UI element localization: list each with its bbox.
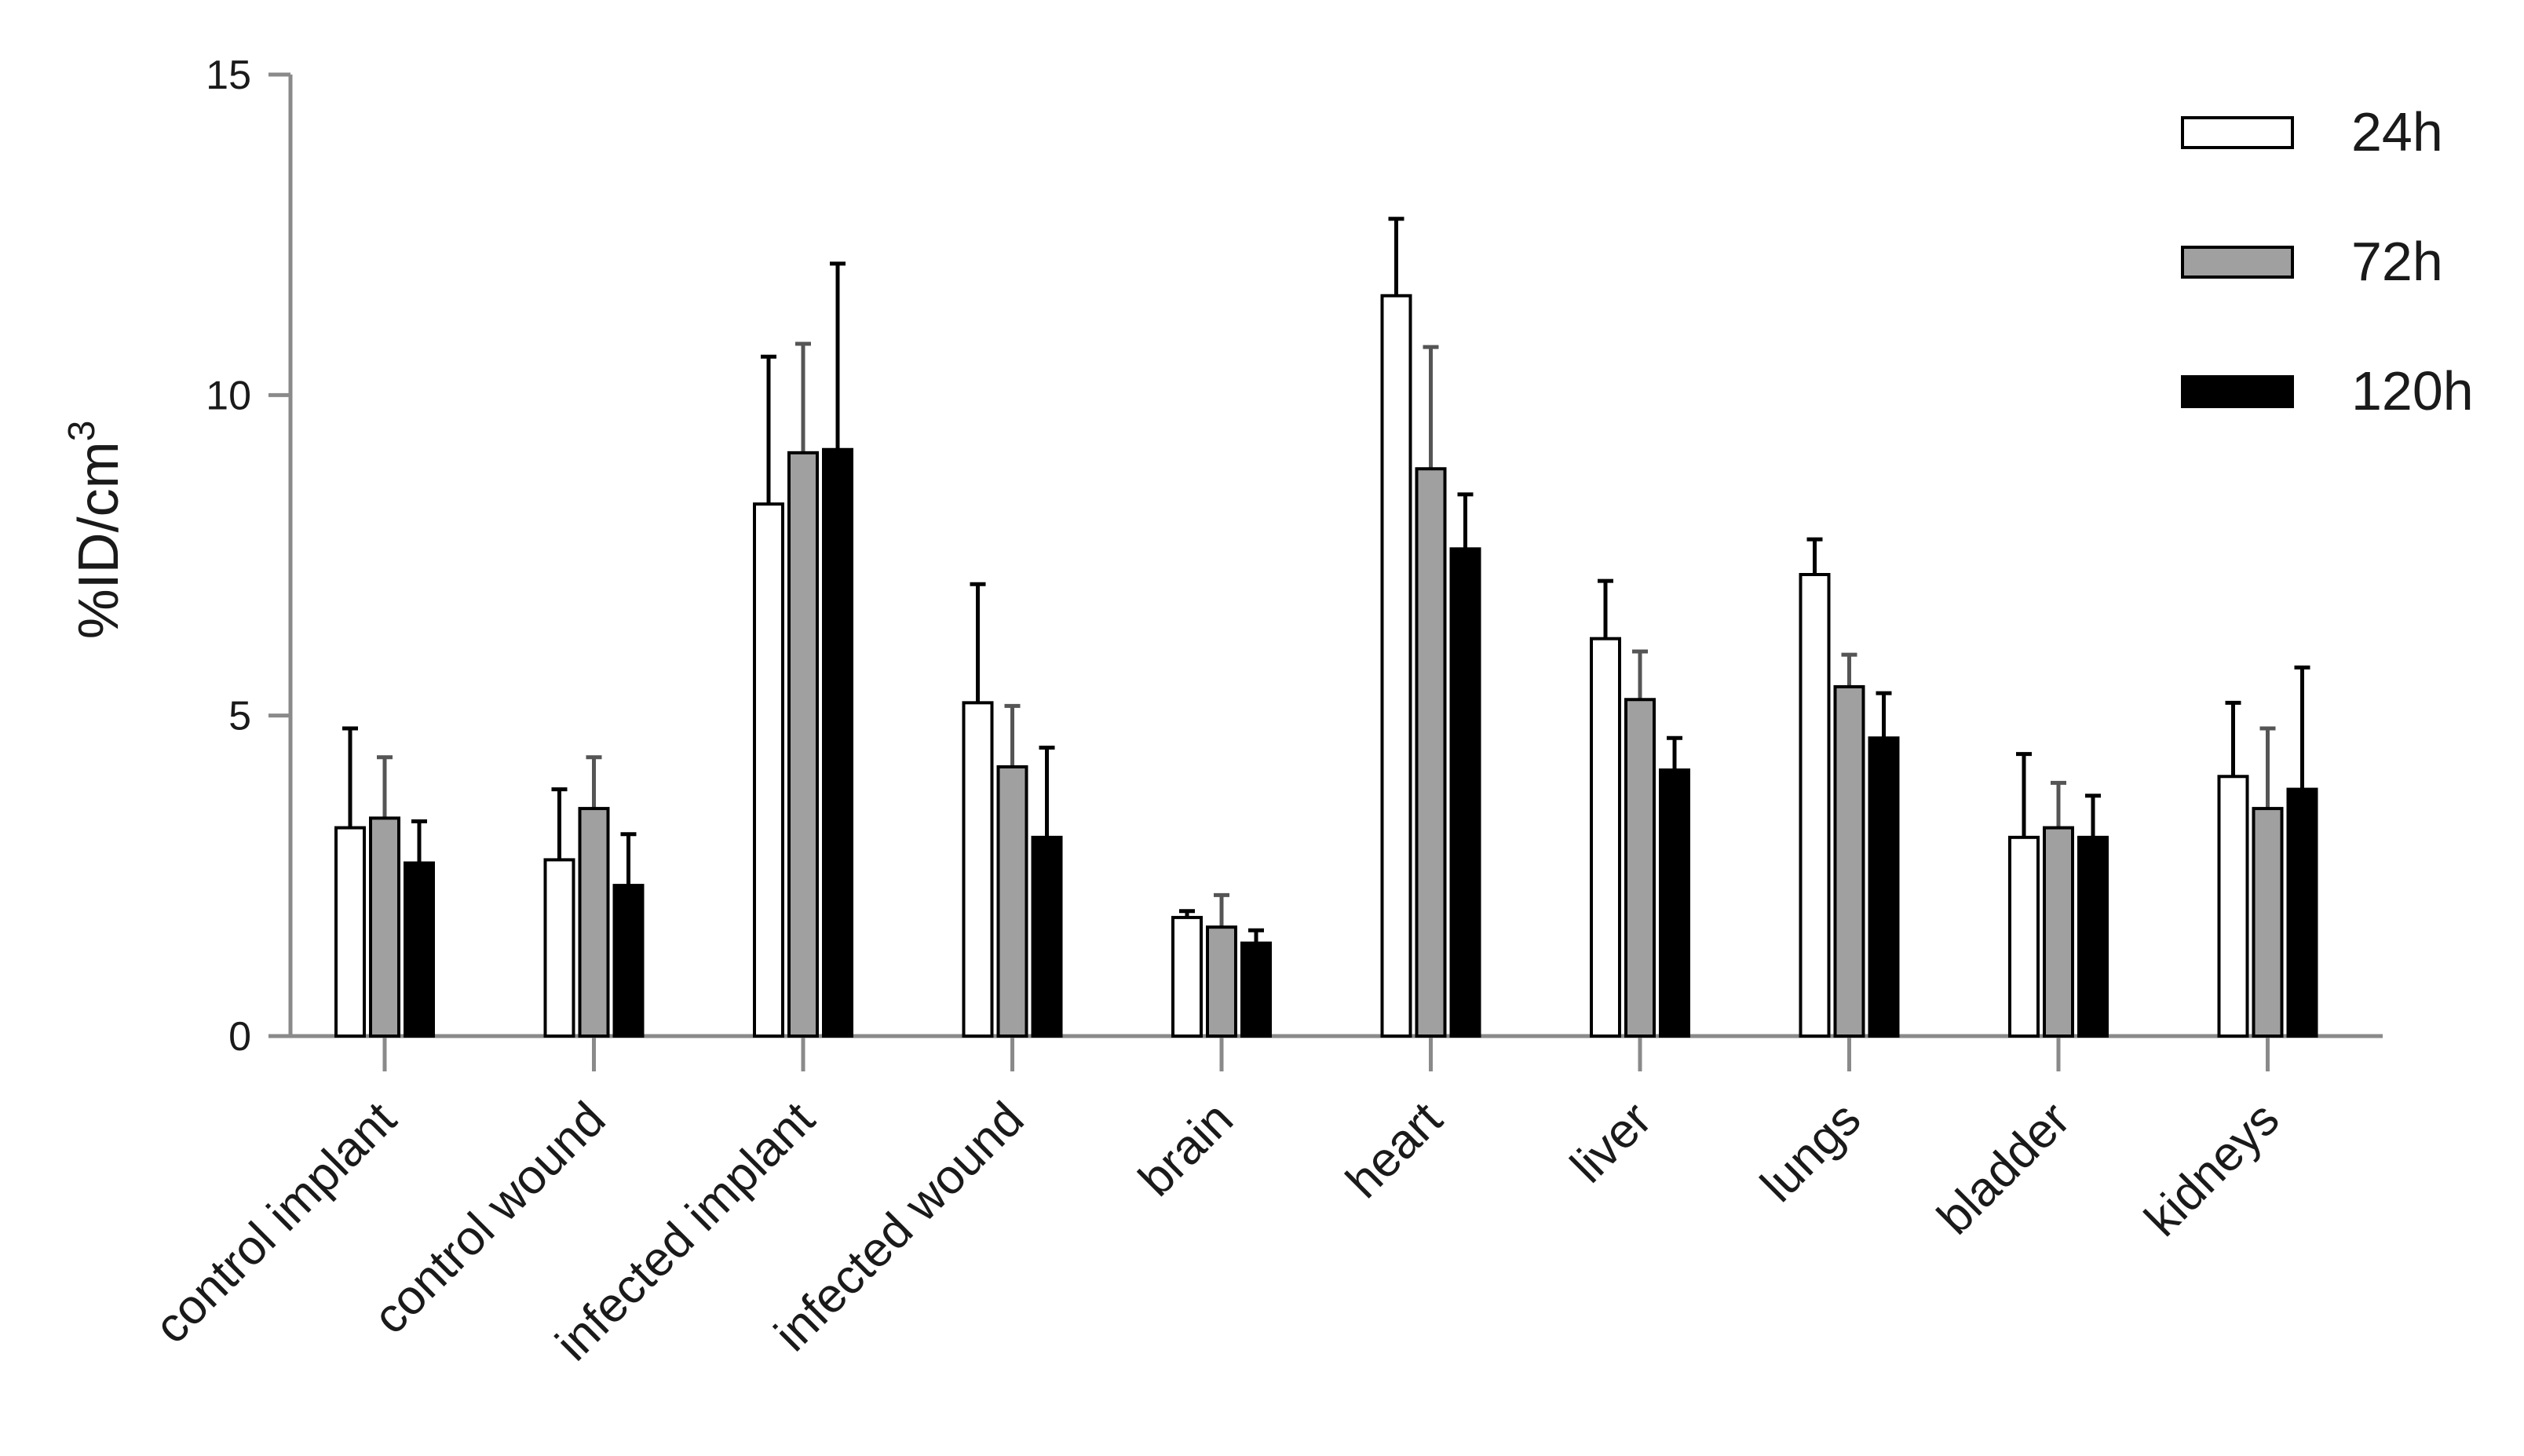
bar-24h-1 [543,858,575,1038]
bar-72h-0 [369,816,400,1038]
bar-24h-0 [334,826,366,1038]
category-label-9: kidneys [2135,1092,2289,1246]
y-axis: 0 5 10 15 [206,53,293,1060]
bar-72h-5 [1415,467,1447,1038]
bar-120h-2 [822,447,853,1038]
bar-120h-8 [2077,835,2109,1038]
y-axis-label-text: %ID/cm [68,441,130,639]
bar-120h-4 [1240,941,1272,1038]
legend-swatch-1 [2181,246,2294,279]
category-label-7: lungs [1751,1092,1872,1213]
x-axis [290,1034,2383,1071]
category-label-6: liver [1561,1092,1662,1193]
bar-120h-6 [1659,768,1690,1038]
y-tick-label-1: 5 [228,694,251,739]
bar-72h-8 [2043,826,2074,1038]
bar-120h-5 [1449,547,1481,1038]
bar-24h-2 [753,502,784,1038]
legend: 24h 72h 120h [2181,101,2474,421]
category-label-5: heart [1336,1092,1453,1209]
bar-24h-4 [1171,915,1203,1038]
bar-120h-7 [1868,736,1900,1038]
bar-72h-6 [1624,698,1656,1038]
category-label-4: brain [1129,1092,1244,1206]
y-tick-label-2: 10 [206,373,251,418]
bar-24h-5 [1380,294,1412,1038]
bar-120h-0 [404,861,435,1038]
category-label-8: bladder [1927,1092,2080,1245]
bar-72h-2 [787,451,819,1038]
bar-72h-7 [1833,684,1865,1038]
y-tick-label-3: 15 [206,53,251,98]
legend-swatch-2 [2181,375,2294,408]
y-axis-label-superscript: 3 [61,421,103,442]
bar-120h-9 [2286,787,2318,1038]
legend-label-2: 120h [2351,360,2474,421]
bar-24h-6 [1590,637,1621,1038]
bar-72h-9 [2252,807,2284,1038]
category-label-0: control implant [144,1092,407,1354]
bar-24h-9 [2217,775,2249,1038]
bar-24h-3 [962,701,994,1038]
legend-label-0: 24h [2351,101,2443,162]
bar-72h-3 [996,765,1028,1038]
bar-72h-1 [578,807,610,1038]
y-tick-label-0: 0 [228,1014,251,1060]
bar-72h-4 [1206,925,1237,1038]
y-axis-label: %ID/cm3 [61,421,130,640]
bar-120h-3 [1031,835,1063,1038]
bar-24h-7 [1799,573,1831,1038]
bar-120h-1 [612,884,645,1038]
legend-swatch-0 [2181,116,2294,149]
legend-label-1: 72h [2351,231,2443,292]
bars [334,217,2318,1038]
bar-24h-8 [2008,835,2040,1038]
